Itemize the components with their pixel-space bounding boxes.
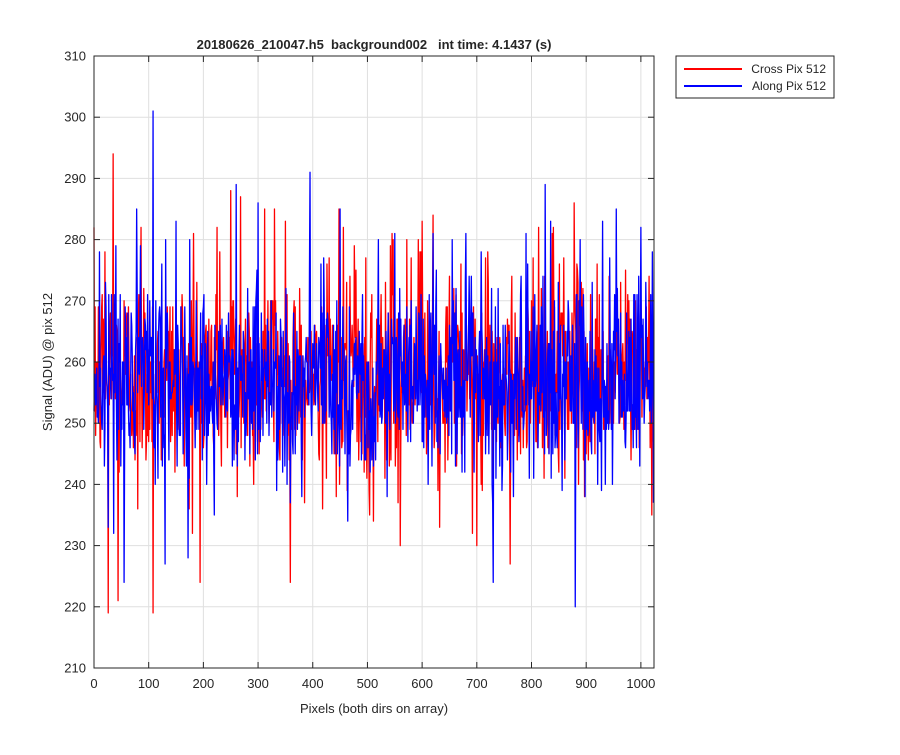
- x-tick-label: 400: [302, 676, 324, 691]
- series-layer: [93, 110, 655, 614]
- y-tick-label: 250: [64, 416, 86, 431]
- x-tick-label: 1000: [626, 676, 655, 691]
- x-tick-label: 300: [247, 676, 269, 691]
- tick-layer: 0 100 200 300 400 500 600 700 800 900 1000 210 220 23…: [64, 49, 655, 692]
- x-axis-label: Pixels (both dirs on array): [300, 701, 448, 716]
- x-tick-label: 600: [411, 676, 433, 691]
- chart-title: 20180626_210047.h5 background002 int tim…: [197, 37, 552, 52]
- y-tick-label: 220: [64, 599, 86, 614]
- x-tick-label: 100: [138, 676, 160, 691]
- legend-label-along-pix-512: Along Pix 512: [752, 79, 826, 93]
- y-tick-label: 240: [64, 477, 86, 492]
- y-tick-label: 260: [64, 355, 86, 370]
- series-line-along-pix-512: [93, 110, 655, 608]
- legend-box: [675, 55, 835, 99]
- y-tick-label: 290: [64, 171, 86, 186]
- y-tick-label: 280: [64, 232, 86, 247]
- y-tick-label: 230: [64, 538, 86, 553]
- y-axis-label: Signal (ADU) @ pix 512: [40, 293, 55, 431]
- x-tick-label: 500: [357, 676, 379, 691]
- y-tick-label: 310: [64, 49, 86, 64]
- legend[interactable]: Cross Pix 512 Along Pix 512: [675, 55, 835, 99]
- x-tick-label: 200: [193, 676, 215, 691]
- x-tick-label: 700: [466, 676, 488, 691]
- y-tick-label: 210: [64, 661, 86, 676]
- y-tick-label: 300: [64, 110, 86, 125]
- x-tick-label: 800: [521, 676, 543, 691]
- legend-label-cross-pix-512: Cross Pix 512: [751, 62, 826, 76]
- y-tick-label: 270: [64, 293, 86, 308]
- x-tick-label: 900: [575, 676, 597, 691]
- x-tick-label: 0: [90, 676, 97, 691]
